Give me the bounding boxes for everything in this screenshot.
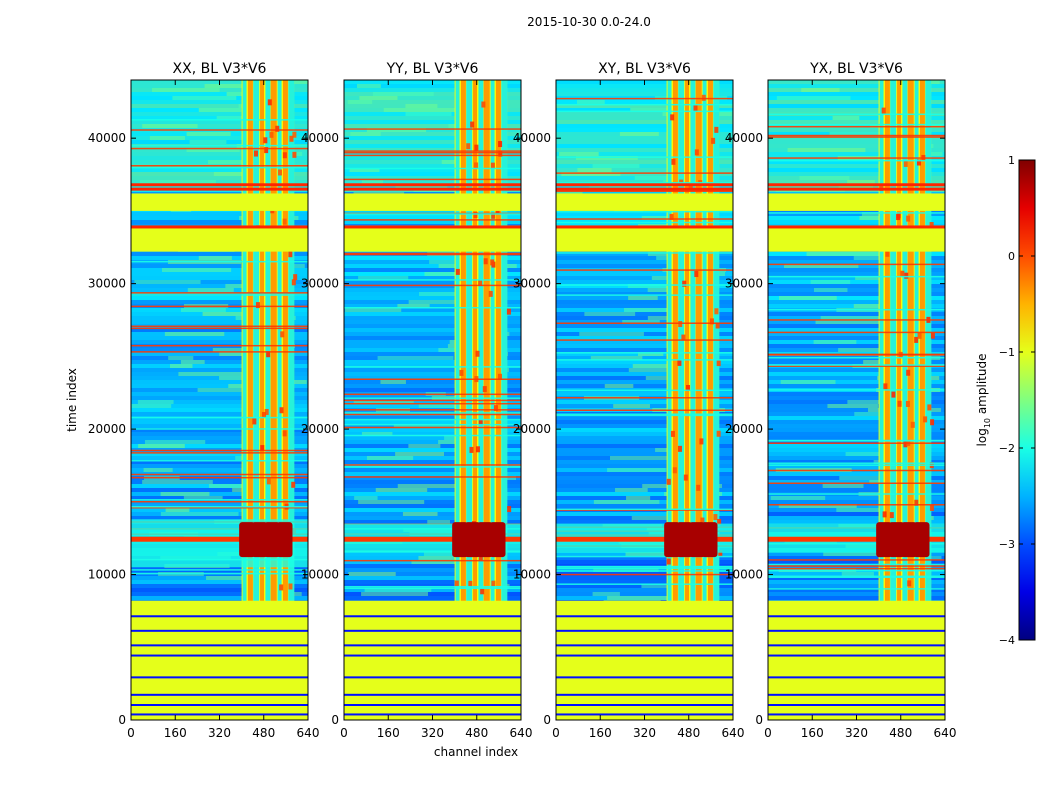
y-tick-label: 20000 — [301, 422, 339, 436]
x-tick-label: 640 — [934, 726, 957, 740]
x-tick-label: 480 — [677, 726, 700, 740]
x-tick-label: 320 — [633, 726, 656, 740]
colorbar-label: log10 amplitude — [975, 354, 992, 447]
panel-1: YY, BL V3*V6 0 160 320 480 640 0 10000 20000 3000… — [301, 61, 533, 740]
y-tick-label: 30000 — [88, 277, 126, 291]
x-tick-label: 480 — [889, 726, 912, 740]
x-tick-label: 640 — [297, 726, 320, 740]
x-tick-label: 480 — [252, 726, 275, 740]
x-tick-label: 480 — [465, 726, 488, 740]
x-tick-label: 0 — [340, 726, 348, 740]
x-tick-label: 0 — [552, 726, 560, 740]
heatmap-image — [768, 80, 945, 720]
x-tick-label: 160 — [589, 726, 612, 740]
y-tick-label: 40000 — [725, 131, 763, 145]
panel-title: YY, BL V3*V6 — [386, 61, 479, 77]
colorbar-gradient — [1018, 159, 1036, 641]
y-tick-label: 10000 — [301, 568, 339, 582]
y-tick-label: 20000 — [725, 422, 763, 436]
colorbar-tick-label: 1 — [1008, 154, 1015, 167]
colorbar: 1 0 −1 −2 −3 −4 log10 amplitude — [975, 154, 1036, 647]
panel-0: XX, BL V3*V6 0 160 320 480 640 0 10000 20000 3000… — [88, 61, 320, 740]
y-tick-label: 10000 — [513, 568, 551, 582]
heatmap-image — [556, 80, 733, 720]
y-tick-label: 40000 — [301, 131, 339, 145]
panel-3: YX, BL V3*V6 0 160 320 480 640 0 10000 20000 3000… — [725, 61, 957, 740]
panel-title: XX, BL V3*V6 — [173, 61, 267, 77]
x-axis-label: channel index — [434, 745, 518, 759]
y-tick-label: 0 — [118, 713, 126, 727]
x-tick-label: 640 — [510, 726, 533, 740]
y-axis-label: time index — [65, 368, 79, 432]
colorbar-tick-label: 0 — [1008, 250, 1015, 263]
x-tick-label: 320 — [845, 726, 868, 740]
x-tick-label: 160 — [377, 726, 400, 740]
panel-title: XY, BL V3*V6 — [598, 61, 691, 77]
y-tick-label: 40000 — [88, 131, 126, 145]
y-tick-label: 30000 — [301, 277, 339, 291]
y-tick-label: 0 — [543, 713, 551, 727]
y-tick-label: 10000 — [88, 568, 126, 582]
heatmap-image — [344, 80, 521, 720]
y-tick-label: 20000 — [88, 422, 126, 436]
y-tick-label: 0 — [755, 713, 763, 727]
figure-suptitle: 2015-10-30 0.0-24.0 — [527, 15, 651, 29]
x-tick-label: 640 — [722, 726, 745, 740]
y-tick-label: 40000 — [513, 131, 551, 145]
heatmap-image — [131, 80, 308, 720]
colorbar-tick-label: −2 — [999, 442, 1015, 455]
y-tick-label: 10000 — [725, 568, 763, 582]
x-tick-label: 160 — [801, 726, 824, 740]
x-tick-label: 320 — [208, 726, 231, 740]
x-tick-label: 160 — [164, 726, 187, 740]
colorbar-tick-label: −4 — [999, 634, 1015, 647]
y-tick-label: 30000 — [513, 277, 551, 291]
colorbar-tick-label: −1 — [999, 346, 1015, 359]
x-tick-label: 0 — [127, 726, 135, 740]
panel-title: YX, BL V3*V6 — [809, 61, 903, 77]
y-tick-label: 20000 — [513, 422, 551, 436]
panel-2: XY, BL V3*V6 0 160 320 480 640 0 10000 20000 3000… — [513, 61, 745, 740]
colorbar-tick-label: −3 — [999, 538, 1015, 551]
x-tick-label: 320 — [421, 726, 444, 740]
y-tick-label: 30000 — [725, 277, 763, 291]
y-tick-label: 0 — [331, 713, 339, 727]
x-tick-label: 0 — [764, 726, 772, 740]
